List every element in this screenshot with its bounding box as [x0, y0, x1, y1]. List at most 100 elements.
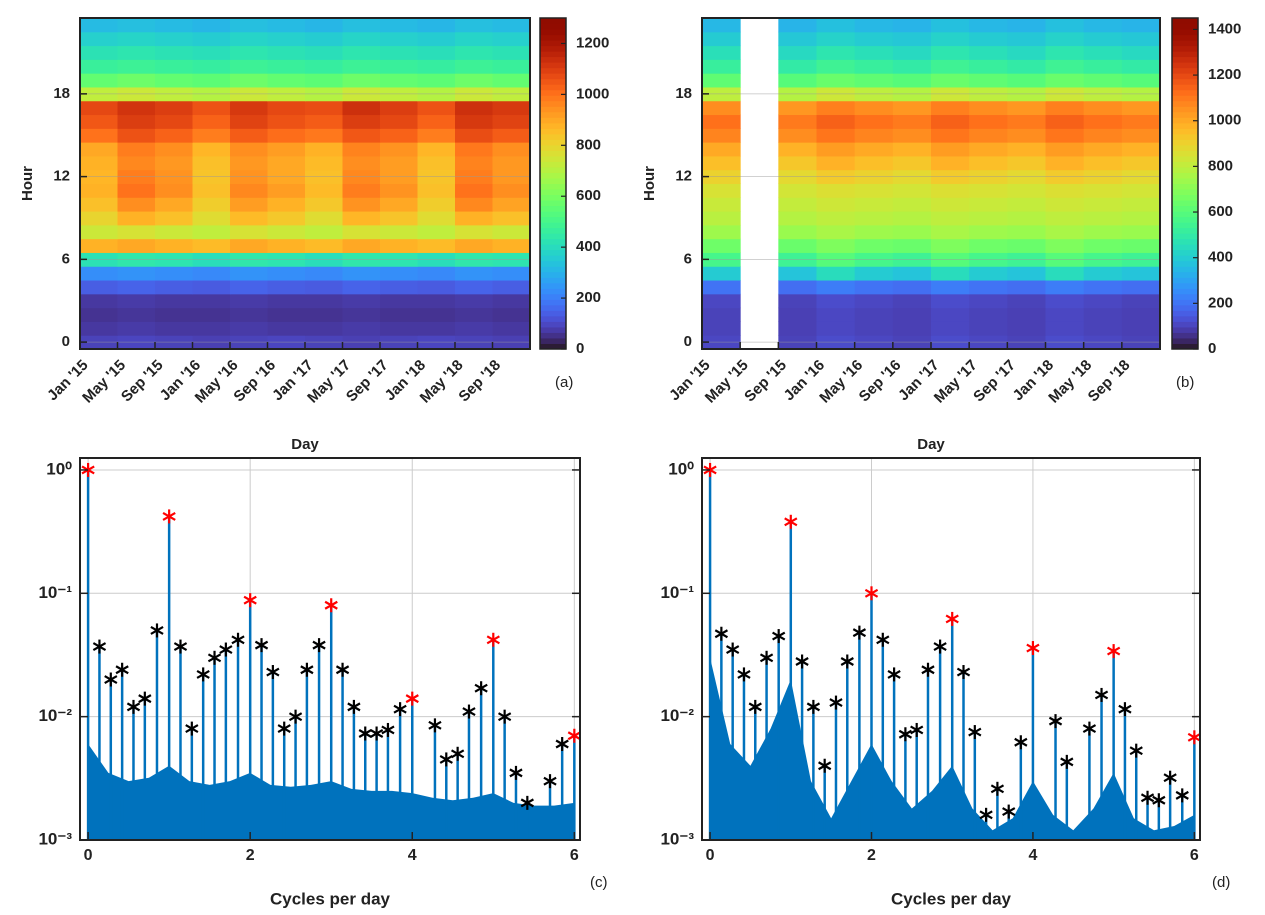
marker-stroke	[1002, 807, 1016, 817]
heat-cell	[305, 224, 343, 240]
marker-stroke	[759, 653, 774, 663]
heat-cell	[778, 114, 817, 129]
y-tick-label: 10⁰	[46, 459, 72, 478]
peak-marker	[474, 681, 488, 696]
peak-marker	[393, 702, 407, 717]
marker-stroke	[555, 739, 569, 749]
peak-marker	[806, 699, 821, 714]
heat-cell	[80, 197, 118, 212]
heat-cell	[1045, 18, 1085, 33]
heat-cell	[892, 238, 932, 253]
y-tick-label: 10⁰	[668, 459, 694, 478]
marker-stroke	[898, 729, 913, 739]
heat-cell	[1083, 114, 1123, 129]
heat-cell	[192, 18, 231, 33]
heat-cell	[1121, 280, 1161, 295]
heat-cell	[1007, 18, 1046, 33]
marker-stroke	[979, 810, 993, 820]
peak-marker	[462, 704, 476, 719]
heat-cell	[931, 307, 970, 322]
peak-marker	[567, 728, 581, 743]
heat-cell	[1121, 45, 1161, 60]
y-tick-label: 0	[684, 333, 692, 350]
colorbar-swatch	[540, 343, 566, 350]
heat-cell	[492, 280, 531, 295]
peak-marker	[150, 623, 164, 638]
x-tick-label: 6	[1190, 847, 1199, 864]
heat-cell	[492, 142, 531, 157]
heat-cell	[892, 100, 932, 116]
heat-cell	[892, 183, 932, 198]
peak-marker	[898, 727, 913, 742]
colorbar-swatch	[540, 56, 566, 63]
colorbar-swatch	[1172, 23, 1198, 30]
colorbar-swatch	[1172, 299, 1198, 306]
heat-cell	[931, 100, 970, 116]
heat-cell	[117, 128, 156, 143]
peak-marker	[714, 626, 729, 641]
heat-cell	[1007, 31, 1046, 47]
marker-stroke	[829, 698, 843, 708]
marker-stroke	[714, 629, 729, 639]
colorbar-tick-label: 600	[1208, 203, 1233, 220]
heat-cell	[702, 114, 741, 129]
heat-cell	[230, 211, 268, 226]
peak-marker	[748, 699, 762, 714]
peak-marker	[1175, 788, 1189, 803]
peak-marker	[497, 709, 512, 724]
marker-stroke	[104, 675, 118, 684]
colorbar-swatch	[540, 293, 566, 300]
heat-cell	[1045, 59, 1085, 74]
marker-stroke	[288, 712, 303, 722]
colorbar-swatch	[1172, 161, 1198, 168]
heat-cell	[854, 307, 894, 322]
heat-cell	[1007, 211, 1046, 226]
peak-marker	[1187, 730, 1201, 745]
heat-cell	[1007, 307, 1046, 322]
colorbar-swatch	[540, 95, 566, 102]
colorbar-swatch	[1172, 51, 1198, 58]
heat-cell	[854, 31, 894, 47]
heat-cell	[80, 280, 118, 295]
peak-marker	[126, 699, 141, 714]
colorbar-swatch	[1172, 238, 1198, 245]
colorbar-swatch	[540, 34, 566, 41]
marker-stroke	[956, 667, 971, 677]
marker-stroke	[358, 729, 372, 738]
colorbar-swatch	[1172, 150, 1198, 157]
heat-cell	[380, 293, 418, 309]
colorbar-swatch	[1172, 111, 1198, 118]
peak-marker	[254, 638, 269, 653]
colorbar-swatch	[540, 249, 566, 256]
heat-cell	[455, 266, 493, 281]
heat-cell	[342, 293, 381, 309]
heat-cell	[1083, 238, 1123, 253]
heat-cell	[1045, 307, 1085, 322]
heat-cell	[492, 155, 531, 171]
heat-cell	[969, 59, 1008, 74]
heat-cell	[892, 155, 932, 171]
peak-marker	[555, 737, 569, 752]
peak-marker	[1152, 793, 1166, 808]
peak-marker	[347, 699, 361, 714]
colorbar-tick-label: 600	[576, 187, 601, 204]
heat-cell	[305, 155, 343, 171]
colorbar-swatch	[540, 233, 566, 240]
heat-cell	[1083, 211, 1123, 226]
peak-marker	[231, 632, 245, 647]
heat-cell	[1121, 100, 1161, 116]
heat-cell	[267, 142, 306, 157]
heat-cell	[117, 100, 156, 116]
colorbar-swatch	[1172, 310, 1198, 317]
heat-cell	[417, 238, 456, 253]
heat-cell	[155, 293, 193, 309]
heat-cell	[192, 114, 231, 129]
peak-marker	[795, 654, 809, 669]
marker-stroke	[115, 665, 129, 675]
heat-cell	[117, 45, 156, 60]
x-tick-label: 6	[570, 847, 579, 864]
heat-cell	[892, 197, 932, 212]
heat-cell	[892, 321, 932, 336]
x-tick-label: 2	[867, 847, 876, 864]
heat-cell	[380, 155, 418, 171]
